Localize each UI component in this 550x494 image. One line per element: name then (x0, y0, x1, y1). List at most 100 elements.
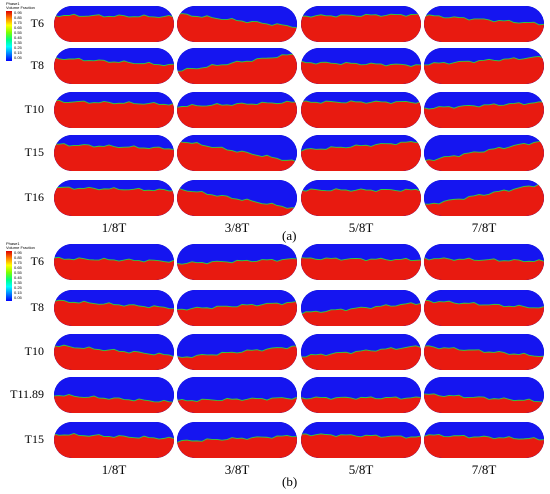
free-surface (54, 13, 174, 18)
tank-field (424, 290, 544, 326)
tank-snapshot (54, 422, 174, 458)
free-surface (177, 13, 297, 29)
tank-field (424, 422, 544, 458)
water-region (54, 143, 174, 171)
tank-field (177, 334, 297, 370)
tank-field (424, 377, 544, 413)
tank-snapshot (177, 92, 297, 128)
free-surface (177, 345, 297, 359)
tank-snapshot (177, 6, 297, 42)
free-surface (301, 396, 421, 400)
tank-field (54, 422, 174, 458)
tank-field (424, 92, 544, 128)
tank-snapshot (301, 135, 421, 171)
tank-snapshot (424, 377, 544, 413)
tank-field (177, 180, 297, 216)
tank-snapshot (54, 377, 174, 413)
tank-field (301, 334, 421, 370)
tank-field (301, 92, 421, 128)
tank-snapshot (301, 180, 421, 216)
free-surface (177, 100, 297, 108)
tank-snapshot (177, 334, 297, 370)
tank-snapshot (301, 6, 421, 42)
tank-snapshot (177, 422, 297, 458)
tank-snapshot (424, 244, 544, 280)
tank-snapshot (54, 6, 174, 42)
free-surface (54, 186, 174, 192)
water-region (301, 61, 421, 84)
water-region (424, 434, 544, 458)
tank-snapshot (424, 180, 544, 216)
legend-tick-label: 0.25 (14, 45, 22, 50)
water-region (54, 433, 174, 458)
free-surface (424, 433, 544, 441)
water-region (54, 187, 174, 216)
column-label: 5/8T (348, 220, 374, 235)
tank-snapshot (301, 48, 421, 84)
free-surface (301, 302, 421, 315)
volume-fraction-legend: Phase1 Volume Fraction 0.95 0.85 0.75 0.65 0… (6, 242, 50, 302)
volume-fraction-legend: Phase1 Volume Fraction 0.95 0.85 0.75 0.65 0… (6, 2, 50, 62)
tank-snapshot (177, 377, 297, 413)
column-label: 7/8T (471, 220, 497, 235)
legend-tick-label: 0.85 (14, 15, 22, 20)
tank-snapshot (177, 135, 297, 171)
tank-field (301, 290, 421, 326)
tank-snapshot (54, 48, 174, 84)
tank-field (424, 180, 544, 216)
tank-snapshot (177, 290, 297, 326)
legend-tick-label: 0.55 (14, 270, 22, 275)
legend-title: Phase1 Volume Fraction (6, 241, 35, 250)
free-surface (177, 258, 297, 265)
panel-label: (b) (282, 474, 298, 489)
water-region (301, 188, 421, 216)
water-region (301, 141, 421, 171)
free-surface (301, 60, 421, 67)
free-surface (301, 345, 421, 358)
tank-snapshot (54, 180, 174, 216)
tank-field (54, 334, 174, 370)
legend-tick-label: 0.05 (14, 295, 22, 300)
free-surface (424, 101, 544, 110)
free-surface (424, 183, 544, 205)
tank-field (301, 422, 421, 458)
legend-color-bar (6, 251, 12, 301)
free-surface (301, 188, 421, 192)
column-label: 1/8T (101, 220, 127, 235)
water-region (424, 183, 544, 216)
tank-snapshot (424, 48, 544, 84)
legend-tick-label: 0.75 (14, 20, 22, 25)
water-region (54, 394, 174, 413)
legend-tick-label: 0.85 (14, 255, 22, 260)
tank-snapshot (301, 92, 421, 128)
free-surface (54, 256, 174, 263)
free-surface (54, 56, 174, 67)
column-label: 3/8T (224, 462, 250, 477)
water-region (177, 140, 297, 171)
free-surface (54, 432, 174, 440)
tank-snapshot (54, 244, 174, 280)
tank-snapshot (424, 135, 544, 171)
free-surface (424, 299, 544, 309)
tank-field (177, 48, 297, 84)
row-label: T6 (30, 254, 44, 268)
row-label: T8 (30, 300, 44, 314)
legend-title: Phase1 Volume Fraction (6, 1, 35, 10)
tank-field (177, 6, 297, 42)
legend-tick-label: 0.65 (14, 265, 22, 270)
water-region (177, 301, 297, 326)
row-label: T16 (24, 190, 44, 204)
tank-field (177, 422, 297, 458)
tank-snapshot (177, 244, 297, 280)
water-region (301, 433, 421, 458)
water-region (177, 54, 297, 84)
legend-color-bar (6, 11, 12, 61)
tank-field (424, 334, 544, 370)
legend-tick-label: 0.05 (14, 55, 22, 60)
free-surface (177, 53, 297, 72)
legend-tick-label: 0.45 (14, 275, 22, 280)
tank-field (301, 244, 421, 280)
free-surface (424, 345, 544, 357)
water-region (424, 14, 544, 42)
tank-field (301, 135, 421, 171)
